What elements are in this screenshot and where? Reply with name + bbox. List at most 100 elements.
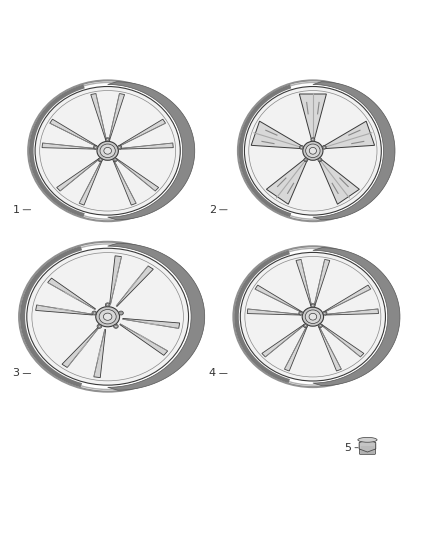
Ellipse shape — [95, 147, 97, 148]
Ellipse shape — [300, 312, 302, 314]
Polygon shape — [324, 121, 374, 149]
Ellipse shape — [113, 325, 118, 328]
Ellipse shape — [117, 146, 122, 149]
Polygon shape — [299, 94, 326, 139]
Ellipse shape — [324, 312, 326, 314]
Ellipse shape — [106, 304, 109, 306]
Polygon shape — [108, 82, 195, 220]
Text: 5: 5 — [344, 443, 351, 453]
Polygon shape — [255, 285, 302, 312]
Ellipse shape — [115, 325, 117, 327]
Ellipse shape — [312, 304, 314, 306]
Ellipse shape — [299, 311, 303, 315]
Text: 4: 4 — [209, 368, 216, 378]
Polygon shape — [262, 325, 305, 357]
Ellipse shape — [99, 310, 116, 324]
Ellipse shape — [300, 147, 303, 148]
Text: 2: 2 — [209, 205, 216, 215]
Polygon shape — [359, 440, 376, 452]
Polygon shape — [247, 309, 301, 315]
Ellipse shape — [119, 147, 121, 148]
Polygon shape — [109, 93, 124, 140]
Polygon shape — [35, 305, 92, 315]
Polygon shape — [62, 327, 99, 367]
Ellipse shape — [303, 141, 323, 160]
Polygon shape — [234, 251, 290, 383]
Ellipse shape — [305, 310, 321, 324]
Polygon shape — [119, 119, 166, 147]
Polygon shape — [324, 285, 371, 312]
Polygon shape — [313, 82, 395, 220]
Ellipse shape — [120, 312, 122, 314]
Polygon shape — [251, 121, 302, 149]
Polygon shape — [113, 160, 136, 205]
Ellipse shape — [306, 144, 320, 158]
Polygon shape — [42, 143, 96, 149]
Polygon shape — [325, 309, 378, 315]
Ellipse shape — [106, 138, 110, 141]
Polygon shape — [120, 143, 173, 149]
Ellipse shape — [97, 325, 102, 328]
Ellipse shape — [35, 86, 180, 215]
Ellipse shape — [322, 146, 326, 149]
Ellipse shape — [309, 148, 317, 154]
Polygon shape — [50, 119, 97, 147]
Ellipse shape — [309, 313, 317, 320]
Ellipse shape — [312, 139, 314, 141]
Polygon shape — [91, 93, 106, 140]
Ellipse shape — [93, 312, 95, 314]
Ellipse shape — [300, 146, 304, 149]
Ellipse shape — [311, 304, 315, 308]
Ellipse shape — [97, 141, 118, 160]
Ellipse shape — [98, 325, 101, 327]
Ellipse shape — [94, 146, 98, 149]
Ellipse shape — [100, 144, 115, 158]
Ellipse shape — [304, 324, 307, 328]
Ellipse shape — [113, 158, 117, 161]
Polygon shape — [110, 256, 121, 304]
Polygon shape — [313, 248, 400, 386]
Ellipse shape — [311, 138, 315, 141]
Polygon shape — [314, 260, 330, 306]
Polygon shape — [20, 246, 82, 387]
Polygon shape — [108, 243, 205, 390]
Ellipse shape — [27, 248, 188, 385]
Ellipse shape — [104, 148, 112, 154]
Ellipse shape — [103, 313, 112, 320]
Polygon shape — [266, 159, 307, 204]
FancyBboxPatch shape — [359, 444, 375, 454]
Ellipse shape — [319, 325, 321, 327]
Polygon shape — [284, 326, 307, 371]
Polygon shape — [48, 278, 95, 310]
Ellipse shape — [358, 438, 377, 442]
Polygon shape — [318, 326, 341, 371]
Ellipse shape — [318, 324, 322, 328]
Ellipse shape — [304, 325, 307, 327]
Polygon shape — [296, 260, 312, 306]
Polygon shape — [79, 160, 102, 205]
Ellipse shape — [98, 158, 102, 161]
Ellipse shape — [319, 159, 321, 161]
Ellipse shape — [304, 158, 308, 161]
Polygon shape — [29, 85, 85, 217]
Ellipse shape — [96, 306, 120, 327]
Ellipse shape — [106, 139, 109, 141]
Text: 1: 1 — [12, 205, 19, 215]
Polygon shape — [94, 329, 106, 377]
Polygon shape — [57, 158, 99, 191]
Ellipse shape — [318, 158, 322, 161]
Ellipse shape — [323, 311, 327, 315]
Ellipse shape — [244, 86, 381, 215]
Text: 3: 3 — [12, 368, 19, 378]
Polygon shape — [239, 85, 291, 217]
Ellipse shape — [105, 303, 110, 307]
Ellipse shape — [240, 253, 385, 381]
Polygon shape — [321, 325, 364, 357]
Ellipse shape — [119, 311, 124, 315]
Ellipse shape — [305, 159, 307, 161]
Ellipse shape — [92, 311, 97, 315]
Polygon shape — [116, 158, 159, 191]
Ellipse shape — [323, 147, 325, 148]
Polygon shape — [123, 318, 180, 328]
Polygon shape — [120, 324, 168, 356]
